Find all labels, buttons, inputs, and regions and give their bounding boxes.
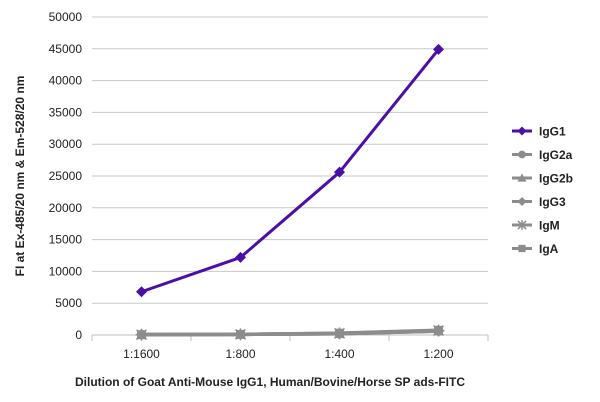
legend-item-igg1: IgG1: [512, 125, 566, 139]
y-axis-title: FI at Ex-485/20 nm & Em-528/20 nm: [13, 76, 27, 277]
legend-marker: [517, 197, 527, 206]
legend-item-igg2b: IgG2b: [512, 172, 573, 186]
x-tick-label: 1:200: [423, 347, 453, 361]
y-tick-label: 15000: [49, 233, 83, 247]
x-axis-ticks: 1:1600 1:800 1:400 1:200: [91, 335, 489, 361]
data-point: [434, 325, 443, 335]
series-iga: [137, 325, 443, 340]
x-tick-label: 1:400: [324, 347, 354, 361]
legend-label: IgG3: [539, 195, 566, 209]
data-point: [433, 43, 444, 55]
legend-item-iga: IgA: [512, 242, 559, 256]
x-axis-title: Dilution of Goat Anti-Mouse IgG1, Human/…: [75, 375, 465, 389]
legend-label: IgG2b: [539, 172, 573, 186]
legend-label: IgG1: [539, 125, 566, 139]
y-tick-label: 0: [75, 328, 82, 342]
x-tick-label: 1:800: [225, 347, 255, 361]
y-axis-ticks: 0 5000 10000 15000 20000 25000 30000 35000 40000…: [49, 10, 83, 342]
series-group: [135, 43, 445, 341]
data-point: [136, 286, 147, 298]
legend: IgG1 IgG2a IgG2b IgG3 IgM IgA: [512, 125, 573, 256]
legend-label: IgM: [539, 219, 560, 233]
y-tick-label: 40000: [49, 74, 83, 88]
legend-marker: [517, 220, 527, 230]
data-point: [236, 329, 245, 339]
x-tick-label: 1:1600: [123, 347, 160, 361]
y-tick-label: 30000: [49, 137, 83, 151]
y-tick-label: 25000: [49, 169, 83, 183]
legend-item-igg2a: IgG2a: [512, 148, 573, 162]
series-line: [141, 328, 439, 337]
y-tick-label: 50000: [49, 10, 83, 24]
y-tick-label: 5000: [55, 296, 82, 310]
legend-marker: [518, 244, 526, 253]
legend-label: IgG2a: [539, 148, 573, 162]
y-tick-label: 35000: [49, 105, 83, 119]
data-point: [335, 328, 344, 338]
legend-marker: [518, 150, 526, 159]
series-igg1: [136, 43, 444, 298]
y-tick-label: 45000: [49, 42, 83, 56]
legend-item-igm: IgM: [512, 219, 560, 233]
y-tick-label: 10000: [49, 264, 83, 278]
y-tick-label: 20000: [49, 201, 83, 215]
legend-label: IgA: [539, 242, 559, 256]
legend-item-igg3: IgG3: [512, 195, 566, 209]
series-line: [141, 48, 440, 294]
legend-marker: [517, 126, 527, 136]
gridlines: [92, 16, 488, 304]
data-point: [235, 251, 246, 263]
legend-marker: [517, 173, 527, 182]
data-point: [137, 330, 146, 340]
data-point: [334, 166, 345, 178]
